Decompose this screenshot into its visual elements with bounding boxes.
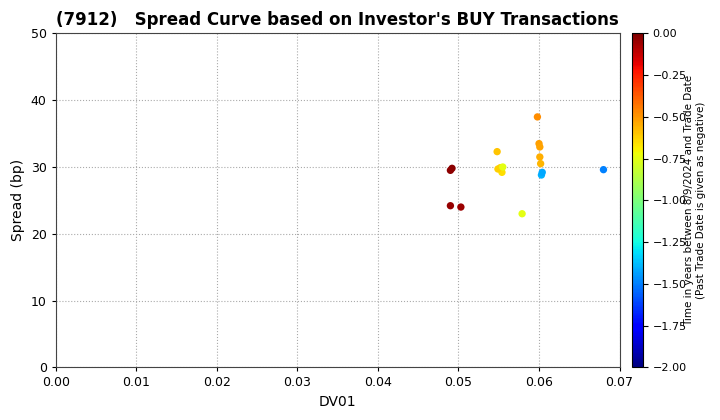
Point <box>497 164 508 171</box>
Point <box>531 113 543 120</box>
Point <box>446 165 458 172</box>
Point <box>496 169 508 176</box>
Y-axis label: Spread (bp): Spread (bp) <box>11 159 25 242</box>
Point <box>495 164 506 171</box>
Point <box>445 202 456 209</box>
Point <box>534 144 546 150</box>
Point <box>455 204 467 210</box>
Point <box>598 166 609 173</box>
Point <box>536 169 548 176</box>
Text: (7912)   Spread Curve based on Investor's BUY Transactions: (7912) Spread Curve based on Investor's … <box>55 11 618 29</box>
Point <box>445 167 456 174</box>
Point <box>516 210 528 217</box>
Point <box>534 154 546 160</box>
Point <box>491 148 503 155</box>
Point <box>536 172 547 178</box>
Point <box>492 165 504 172</box>
Point <box>534 140 545 147</box>
Y-axis label: Time in years between 8/9/2024 and Trade Date
(Past Trade Date is given as negat: Time in years between 8/9/2024 and Trade… <box>684 75 706 326</box>
Point <box>535 160 546 167</box>
X-axis label: DV01: DV01 <box>319 395 356 409</box>
